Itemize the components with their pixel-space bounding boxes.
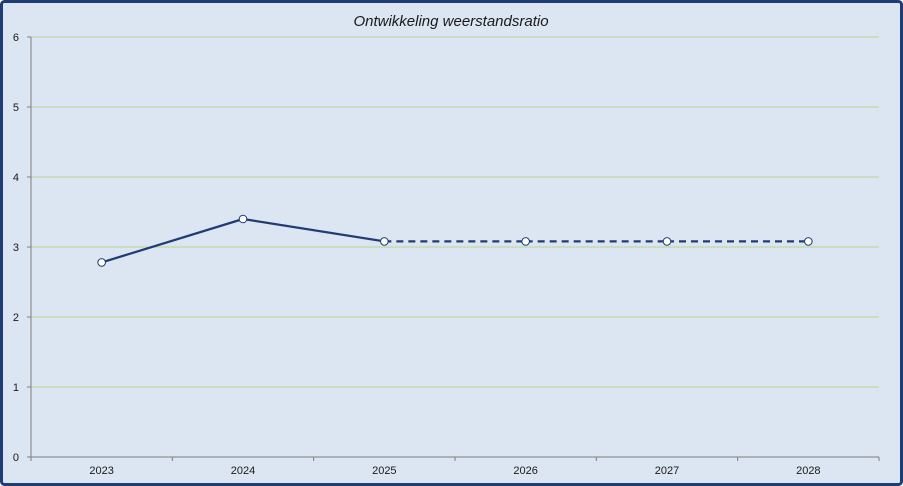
x-tick-label: 2028 <box>796 465 820 477</box>
y-tick-label: 3 <box>13 242 19 254</box>
x-tick-label: 2023 <box>89 465 113 477</box>
x-tick-label: 2026 <box>513 465 537 477</box>
series-line <box>101 217 809 264</box>
data-point <box>380 237 389 246</box>
data-point <box>97 258 106 267</box>
data-point <box>662 237 672 246</box>
y-axis-tick-labels: 0 1 2 3 4 5 6 <box>13 32 19 464</box>
x-tick-label: 2027 <box>655 465 679 477</box>
axes <box>27 36 880 461</box>
series-markers <box>97 214 813 267</box>
y-tick-label: 2 <box>13 312 19 324</box>
y-tick-label: 6 <box>13 32 19 44</box>
y-tick-label: 1 <box>13 382 19 394</box>
chart-title: Ontwikkeling weerstandsratio <box>353 13 548 30</box>
series-segment-solid <box>242 217 385 243</box>
y-tick-label: 0 <box>13 452 19 464</box>
x-axis-tick-labels: 2023 2024 2025 2026 2027 2028 <box>89 465 820 477</box>
data-point <box>238 214 248 224</box>
gridlines <box>31 36 879 388</box>
y-tick-label: 4 <box>13 172 19 184</box>
series-segment-solid <box>101 217 244 264</box>
x-tick-label: 2024 <box>231 465 255 477</box>
x-tick-label: 2025 <box>372 465 396 477</box>
data-point <box>804 237 813 246</box>
data-point <box>521 237 530 246</box>
y-tick-label: 5 <box>13 102 19 114</box>
